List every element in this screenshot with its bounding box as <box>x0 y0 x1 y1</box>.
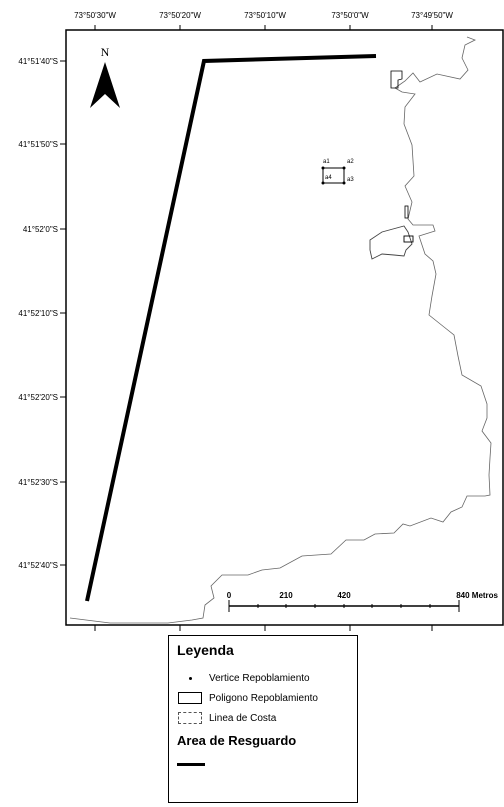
area-resguardo-line <box>85 54 377 602</box>
vertex-label-a2: a2 <box>347 159 354 165</box>
legend-item-label: Poligono Repoblamiento <box>209 692 318 704</box>
lon-label-2: 73°50'20"W <box>159 11 201 20</box>
lat-label-1: 41°51'40"S <box>18 57 58 66</box>
vertex-dot-icon <box>177 672 203 684</box>
vertex-a4 <box>321 181 325 185</box>
vertex-label-a4: a4 <box>325 175 332 181</box>
coastline <box>69 36 492 624</box>
scale-label-0: 0 <box>227 591 232 600</box>
dock-rect-lower <box>403 235 414 243</box>
legend-title: Leyenda <box>177 642 234 658</box>
vertex-label-a3: a3 <box>347 177 354 183</box>
inlet-shape <box>369 225 413 260</box>
vertex-a1 <box>321 166 325 170</box>
legend-subtitle: Area de Resguardo <box>177 733 297 748</box>
vertex-label-a1: a1 <box>323 159 330 165</box>
polygon-box-icon <box>177 692 203 704</box>
dock-rect-mid <box>404 205 409 219</box>
resguardo-line-icon <box>177 763 205 766</box>
bottom-ticks <box>94 625 433 631</box>
legend-item-poligono: Poligono Repoblamiento <box>177 690 318 706</box>
scale-label-840: 840 Metros <box>456 591 498 600</box>
lat-label-2: 41°51'50"S <box>18 140 58 149</box>
lon-label-1: 73°50'30"W <box>74 11 116 20</box>
map-frame <box>65 29 504 626</box>
scale-label-210: 210 <box>279 591 293 600</box>
vertex-a3 <box>342 181 346 185</box>
left-ticks <box>60 60 66 566</box>
legend: Leyenda Vertice Repoblamiento Poligono R… <box>168 635 358 803</box>
dock-shape-upper <box>390 70 403 89</box>
vertex-a2 <box>342 166 346 170</box>
lat-label-3: 41°52'0"S <box>23 225 58 234</box>
poligono-repoblamiento <box>321 166 346 185</box>
lat-label-7: 41°52'40"S <box>18 561 58 570</box>
legend-item-vertice: Vertice Repoblamiento <box>177 670 310 686</box>
lon-label-5: 73°49'50"W <box>411 11 453 20</box>
lat-label-5: 41°52'20"S <box>18 393 58 402</box>
lon-label-3: 73°50'10"W <box>244 11 286 20</box>
legend-item-costa: Linea de Costa <box>177 710 276 726</box>
legend-item-label: Vertice Repoblamiento <box>209 672 310 684</box>
coastline-box-icon <box>177 712 203 724</box>
north-label: N <box>101 45 110 59</box>
lat-label-6: 41°52'30"S <box>18 478 58 487</box>
north-arrow-icon: N <box>90 45 120 108</box>
top-ticks <box>94 25 433 30</box>
lat-label-4: 41°52'10"S <box>18 309 58 318</box>
lon-label-4: 73°50'0"W <box>331 11 369 20</box>
scale-label-420: 420 <box>337 591 351 600</box>
scale-bar <box>228 600 460 612</box>
legend-item-label: Linea de Costa <box>209 712 277 724</box>
